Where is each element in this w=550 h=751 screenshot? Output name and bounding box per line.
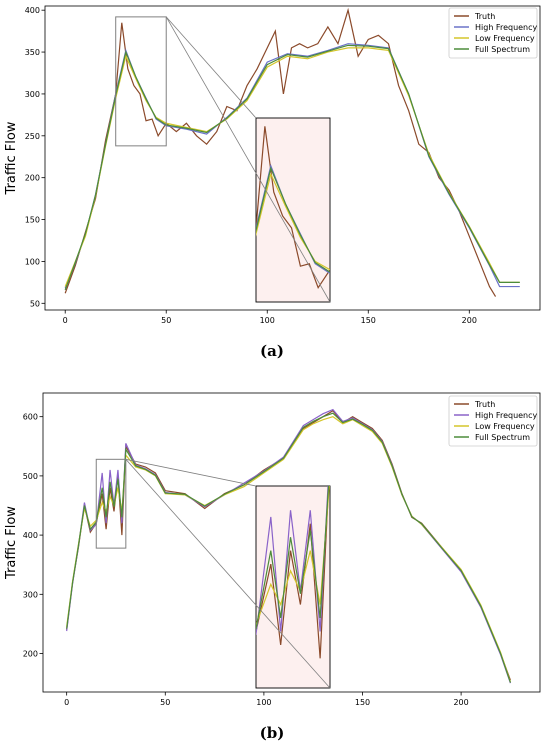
y-tick-label: 200	[25, 174, 40, 183]
legend	[448, 395, 538, 447]
plot-frame	[44, 5, 541, 311]
caption-b: (b)	[260, 724, 285, 742]
zoom-connector	[165, 16, 257, 119]
y-axis-label: Traffic Flow	[4, 121, 19, 195]
zoom-connector	[165, 16, 331, 303]
x-tick-label: 150	[355, 698, 370, 707]
y-tick-label: 500	[23, 472, 38, 481]
y-tick-label: 150	[25, 216, 40, 225]
plot-frame	[42, 392, 541, 693]
y-tick-label: 100	[25, 257, 40, 266]
legend-label: High Frequency	[475, 23, 538, 32]
legend-label: Truth	[474, 12, 495, 21]
caption-a: (a)	[260, 342, 284, 360]
legend-label: Full Spectrum	[475, 45, 530, 54]
legend-label: Low Frequency	[475, 34, 535, 43]
x-tick-label: 0	[63, 316, 68, 325]
x-tick-label: 50	[161, 316, 171, 325]
series-line-truth	[64, 7, 497, 297]
y-tick-label: 300	[23, 590, 38, 599]
x-tick-label: 0	[64, 698, 69, 707]
x-tick-label: 100	[256, 698, 271, 707]
chart-panel-a: 0 50 100 150 200 50 100 150 200 250 300 350 400 Traff…	[4, 5, 541, 325]
y-tick-label: 300	[25, 90, 40, 99]
x-tick-label: 200	[462, 316, 477, 325]
y-tick-label: 600	[23, 413, 38, 422]
inset-series-line-full-spectrum	[256, 486, 330, 630]
y-tick-label: 200	[23, 650, 38, 659]
legend-label: High Frequency	[475, 411, 538, 420]
x-tick-label: 100	[260, 316, 275, 325]
x-tick-label: 50	[160, 698, 170, 707]
series-line-full-spectrum	[64, 44, 520, 291]
x-tick-label: 200	[453, 698, 468, 707]
y-tick-label: 400	[23, 531, 38, 540]
legend-label: Full Spectrum	[475, 433, 530, 442]
y-tick-label: 350	[25, 48, 40, 57]
zoom-source-box	[115, 16, 167, 147]
zoom-connector	[125, 458, 257, 487]
chart-panel-b: 0 50 100 150 200 200 300 400 500 600 Traffic Flow T…	[4, 392, 541, 707]
legend	[448, 7, 538, 59]
y-tick-label: 250	[25, 132, 40, 141]
inset-series-line-full-spectrum	[256, 166, 330, 273]
y-axis-label: Traffic Flow	[4, 506, 19, 580]
y-tick-label: 400	[25, 6, 40, 15]
legend-label: Truth	[474, 400, 495, 409]
x-tick-label: 150	[361, 316, 376, 325]
zoom-connector	[125, 459, 331, 689]
legend-label: Low Frequency	[475, 422, 535, 431]
inset-series-line-truth	[256, 126, 330, 289]
zoom-source-box	[95, 458, 127, 549]
series-line-full-spectrum	[66, 412, 511, 683]
zoom-inset	[255, 485, 331, 689]
y-tick-label: 50	[30, 299, 40, 308]
inset-series-line-truth	[256, 486, 330, 659]
